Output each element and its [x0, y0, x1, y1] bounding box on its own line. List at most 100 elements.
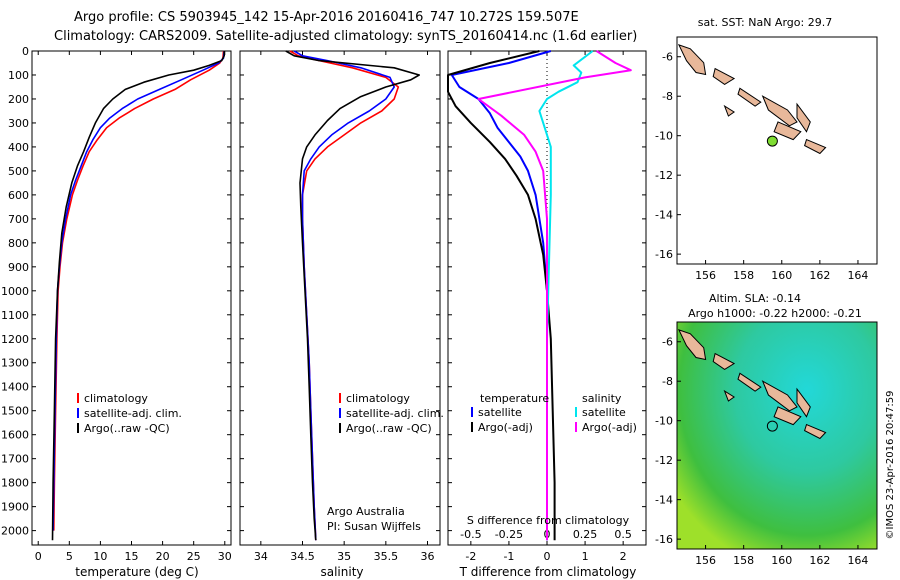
difference-line-0	[450, 50, 552, 541]
depth-tick-label: 200	[8, 93, 29, 106]
depth-tick-label: 1700	[1, 453, 29, 466]
depth-tick-label: 1600	[1, 429, 29, 442]
island	[803, 423, 827, 440]
depth-tick-label: 1000	[1, 285, 29, 298]
island	[677, 329, 707, 361]
depth-tick-label: 1200	[1, 333, 29, 346]
depth-tick-label: 400	[8, 141, 29, 154]
s-tick-label: 0.25	[573, 528, 598, 541]
legend-label: climatology	[84, 392, 148, 405]
x-tick-label: 34	[254, 550, 268, 563]
depth-tick-label: 100	[8, 69, 29, 82]
salinity-xlabel: salinity	[320, 565, 363, 579]
temperature-xlabel: temperature (deg C)	[75, 565, 198, 579]
x-tick-label: 36	[421, 550, 435, 563]
x-tick-label: 35.5	[374, 550, 399, 563]
island	[737, 372, 762, 392]
legend-label: satellite	[478, 406, 522, 419]
island	[796, 102, 811, 133]
x-tick-label: 1	[582, 550, 589, 563]
legend-temperature-title: temperature	[480, 392, 549, 405]
map-y-tick-label: -6	[662, 336, 673, 349]
difference-xlabel: T difference from climatology	[459, 565, 637, 579]
sla-map: 156 158 160 162 164 -6 -8 -10 -12 -14 -16	[655, 321, 878, 567]
map-x-tick-label: 164	[847, 269, 868, 282]
map-y-tick-label: -14	[655, 494, 673, 507]
sla-map-title-2: Argo h1000: -0.22 h2000: -0.21	[688, 307, 862, 320]
sst-map: 156 158 160 162 164 -6 -8 -10 -12 -14 -16	[655, 36, 878, 282]
temperature-panel: 0100200300400500600700800900100011001200…	[1, 45, 232, 563]
salinity-panel: 34 34.5 35 35.5 36 climatology satellite-adj. …	[239, 50, 444, 563]
s-tick-label: -0.25	[495, 528, 523, 541]
legend-label: satellite-adj. clim.	[84, 407, 182, 420]
legend-salinity-title: salinity	[582, 392, 622, 405]
imos-credit: ©IMOS 23-Apr-2016 20:47:59	[885, 391, 896, 540]
legend-label: Argo(-adj)	[478, 421, 533, 434]
float-marker	[766, 135, 778, 147]
island	[737, 87, 762, 107]
depth-tick-label: 1900	[1, 501, 29, 514]
sst-map-title: sat. SST: NaN Argo: 29.7	[698, 16, 832, 29]
legend-label: Argo(..raw -QC)	[84, 422, 170, 435]
island	[677, 44, 707, 76]
x-tick-label: 5	[66, 550, 73, 563]
map-y-tick-label: -16	[655, 533, 673, 546]
difference-line-3	[477, 50, 632, 541]
map-x-tick-label: 158	[733, 554, 754, 567]
depth-tick-label: 1400	[1, 381, 29, 394]
x-tick-label: -1	[503, 550, 514, 563]
map-x-tick-label: 164	[847, 554, 868, 567]
depth-tick-label: 800	[8, 237, 29, 250]
s-tick-label: 0.5	[614, 528, 632, 541]
temperature-line-2	[51, 51, 225, 541]
depth-tick-label: 1100	[1, 309, 29, 322]
credit-argo-australia: Argo Australia	[327, 505, 405, 518]
header-line1: Argo profile: CS 5903945_142 15-Apr-2016…	[74, 10, 579, 25]
s-tick-label: -0.5	[460, 528, 481, 541]
map-y-tick-label: -10	[655, 130, 673, 143]
map-y-tick-label: -12	[655, 169, 673, 182]
island	[761, 380, 798, 412]
legend-label: Argo(-adj)	[582, 421, 637, 434]
x-tick-label: 2	[620, 550, 627, 563]
x-tick-label: 25	[187, 550, 201, 563]
sla-map-title-1: Altim. SLA: -0.14	[709, 292, 801, 305]
map-x-tick-label: 162	[809, 554, 830, 567]
x-tick-label: 34.5	[290, 550, 315, 563]
map-x-tick-label: 158	[733, 269, 754, 282]
legend-label: climatology	[346, 392, 410, 405]
island	[712, 67, 736, 85]
map-frame	[676, 321, 878, 550]
depth-tick-label: 300	[8, 117, 29, 130]
map-y-tick-label: -6	[662, 51, 673, 64]
map-y-tick-label: -8	[662, 375, 673, 388]
map-x-tick-label: 156	[695, 554, 716, 567]
x-tick-label: 0	[35, 550, 42, 563]
island	[761, 95, 798, 127]
difference-s-label: S difference from climatology	[467, 514, 630, 527]
island	[773, 121, 802, 141]
island	[723, 104, 736, 117]
plot-frame	[31, 50, 232, 546]
map-x-tick-label: 160	[771, 554, 792, 567]
x-tick-label: 15	[125, 550, 139, 563]
depth-tick-label: 2000	[1, 525, 29, 538]
plot-frame	[239, 50, 441, 546]
x-tick-label: 0	[544, 550, 551, 563]
map-y-tick-label: -16	[655, 248, 673, 261]
depth-tick-label: 900	[8, 261, 29, 274]
map-y-tick-label: -10	[655, 415, 673, 428]
salinity-line-1	[293, 50, 396, 541]
depth-tick-label: 600	[8, 189, 29, 202]
depth-tick-label: 700	[8, 213, 29, 226]
float-marker	[766, 420, 778, 432]
salinity-line-2	[285, 50, 421, 541]
depth-tick-label: 1800	[1, 477, 29, 490]
island	[796, 387, 811, 418]
temperature-line-1	[52, 50, 225, 531]
difference-line-2	[538, 50, 594, 541]
sla-field	[677, 322, 877, 549]
x-tick-label: 35	[337, 550, 351, 563]
